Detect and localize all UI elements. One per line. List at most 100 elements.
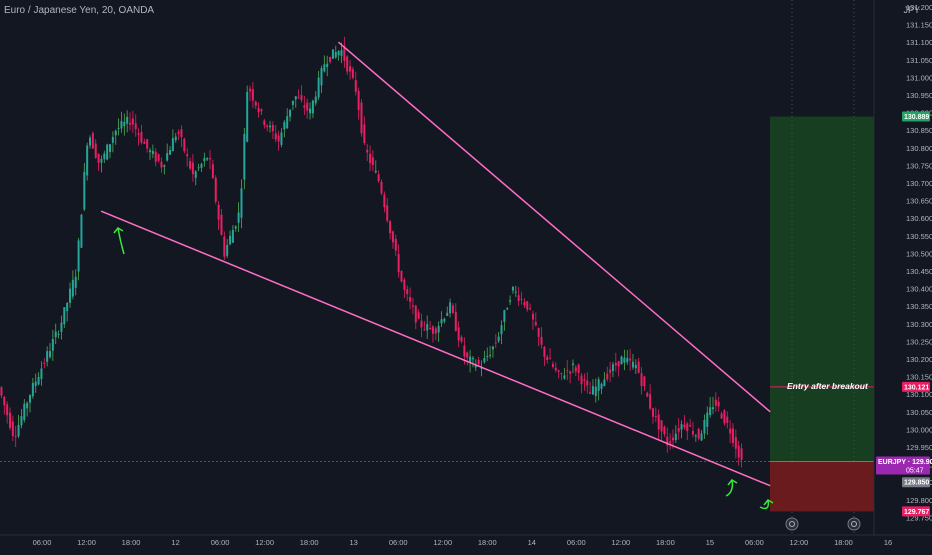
symbol-title[interactable]: Euro / Japanese Yen, 20, OANDA [4, 5, 155, 16]
time-tick-label: 16 [884, 538, 892, 547]
loss-zone [770, 461, 874, 512]
annotation-entry-after-breakout[interactable]: Entry after breakout [787, 381, 869, 391]
candle-body [26, 402, 29, 409]
replay-icon-1[interactable] [785, 517, 799, 531]
candle-body [620, 356, 623, 365]
candle-body [289, 109, 292, 117]
price-tick-label: 131.200 [906, 3, 932, 12]
price-tick-label: 131.000 [906, 73, 932, 82]
candle-body [169, 150, 172, 155]
candle-body [71, 279, 74, 297]
candle-body [434, 328, 437, 334]
time-tick-label: 06:00 [33, 538, 52, 547]
candle-body [474, 365, 477, 368]
candle-body [586, 380, 589, 386]
candle-body [9, 412, 12, 428]
candle-body [409, 297, 412, 302]
candle-body [734, 437, 737, 449]
candle-body [494, 342, 497, 344]
candle-body [451, 305, 454, 313]
candle-body [703, 419, 706, 434]
candle-body [477, 359, 480, 365]
candle-body [257, 107, 260, 113]
replay-icon-2[interactable] [847, 517, 861, 531]
candle-body [457, 327, 460, 341]
candle-body [180, 129, 183, 138]
candle-body [11, 421, 14, 437]
price-tick-label: 130.550 [906, 232, 932, 241]
candle-body [509, 300, 512, 302]
candle-body [57, 333, 60, 335]
candle-body [417, 312, 420, 319]
candle-body [60, 322, 63, 332]
lower-trendline [100, 210, 771, 487]
price-tick-label: 130.950 [906, 91, 932, 100]
candle-body [274, 133, 277, 140]
price-axis-panel [874, 0, 932, 535]
candle-body [277, 135, 280, 142]
time-tick-label: 15 [706, 538, 714, 547]
up-arrow-icon [117, 227, 125, 255]
arrow-head-icon [113, 227, 124, 234]
candle-body [171, 138, 174, 152]
candle-body [717, 401, 720, 407]
candle-body [131, 118, 134, 125]
candle-body [560, 373, 563, 375]
candle-body [340, 50, 343, 56]
stop-loss-badge [902, 506, 930, 517]
entry-price-badge [902, 381, 930, 392]
candle-body [691, 431, 694, 435]
candle-body [614, 362, 617, 366]
candle-body [711, 407, 714, 410]
candle-body [129, 122, 132, 125]
candle-body [414, 305, 417, 323]
candle-body [209, 158, 212, 160]
price-tick-label: 130.850 [906, 126, 932, 135]
candle-body [357, 90, 360, 110]
candle-body [366, 149, 369, 153]
price-tick-label: 130.450 [906, 267, 932, 276]
candle-body [151, 150, 154, 154]
candle-body [137, 133, 140, 136]
current-price-badge-text: EURJPY · 129.909 [878, 459, 932, 466]
candle-body [266, 125, 269, 128]
candle-body [309, 108, 312, 114]
candle-body [514, 291, 517, 293]
candle-body [600, 383, 603, 389]
candle-body [80, 214, 83, 248]
candle-body [440, 319, 443, 324]
candle-body [660, 420, 663, 432]
candle-body [303, 105, 306, 108]
candle-body [43, 362, 46, 364]
time-axis[interactable]: 06:00 12:00 18:00 12 06:00 12:00 18:00 13 06:00 1… [33, 538, 893, 547]
time-tick-label: 06:00 [745, 538, 764, 547]
candle-body [34, 381, 37, 386]
candle-body [597, 379, 600, 391]
candle-body [377, 174, 380, 182]
candle-body [109, 144, 112, 152]
candle-body [557, 370, 560, 372]
stop-badge [902, 477, 930, 488]
time-tick-label: 18:00 [478, 538, 497, 547]
candle-body [611, 364, 614, 371]
price-tick-label: 130.000 [906, 425, 932, 434]
candle-body [214, 177, 217, 202]
trendlines-layer[interactable] [100, 41, 771, 487]
position-zones[interactable] [0, 116, 874, 512]
candle-body [437, 325, 440, 333]
price-tick-label: 130.300 [906, 320, 932, 329]
candle-body [714, 399, 717, 406]
time-tick-label: 13 [350, 538, 358, 547]
price-tick-label: 130.750 [906, 161, 932, 170]
candle-body [223, 236, 226, 257]
candle-body [591, 386, 594, 395]
candle-body [737, 445, 740, 458]
candle-body [23, 403, 26, 421]
take-profit-badge-text: 130.889 [904, 114, 929, 121]
candle-body [360, 102, 363, 134]
candle-body [534, 322, 537, 326]
candle-body [609, 369, 612, 373]
candle-body [426, 324, 429, 331]
